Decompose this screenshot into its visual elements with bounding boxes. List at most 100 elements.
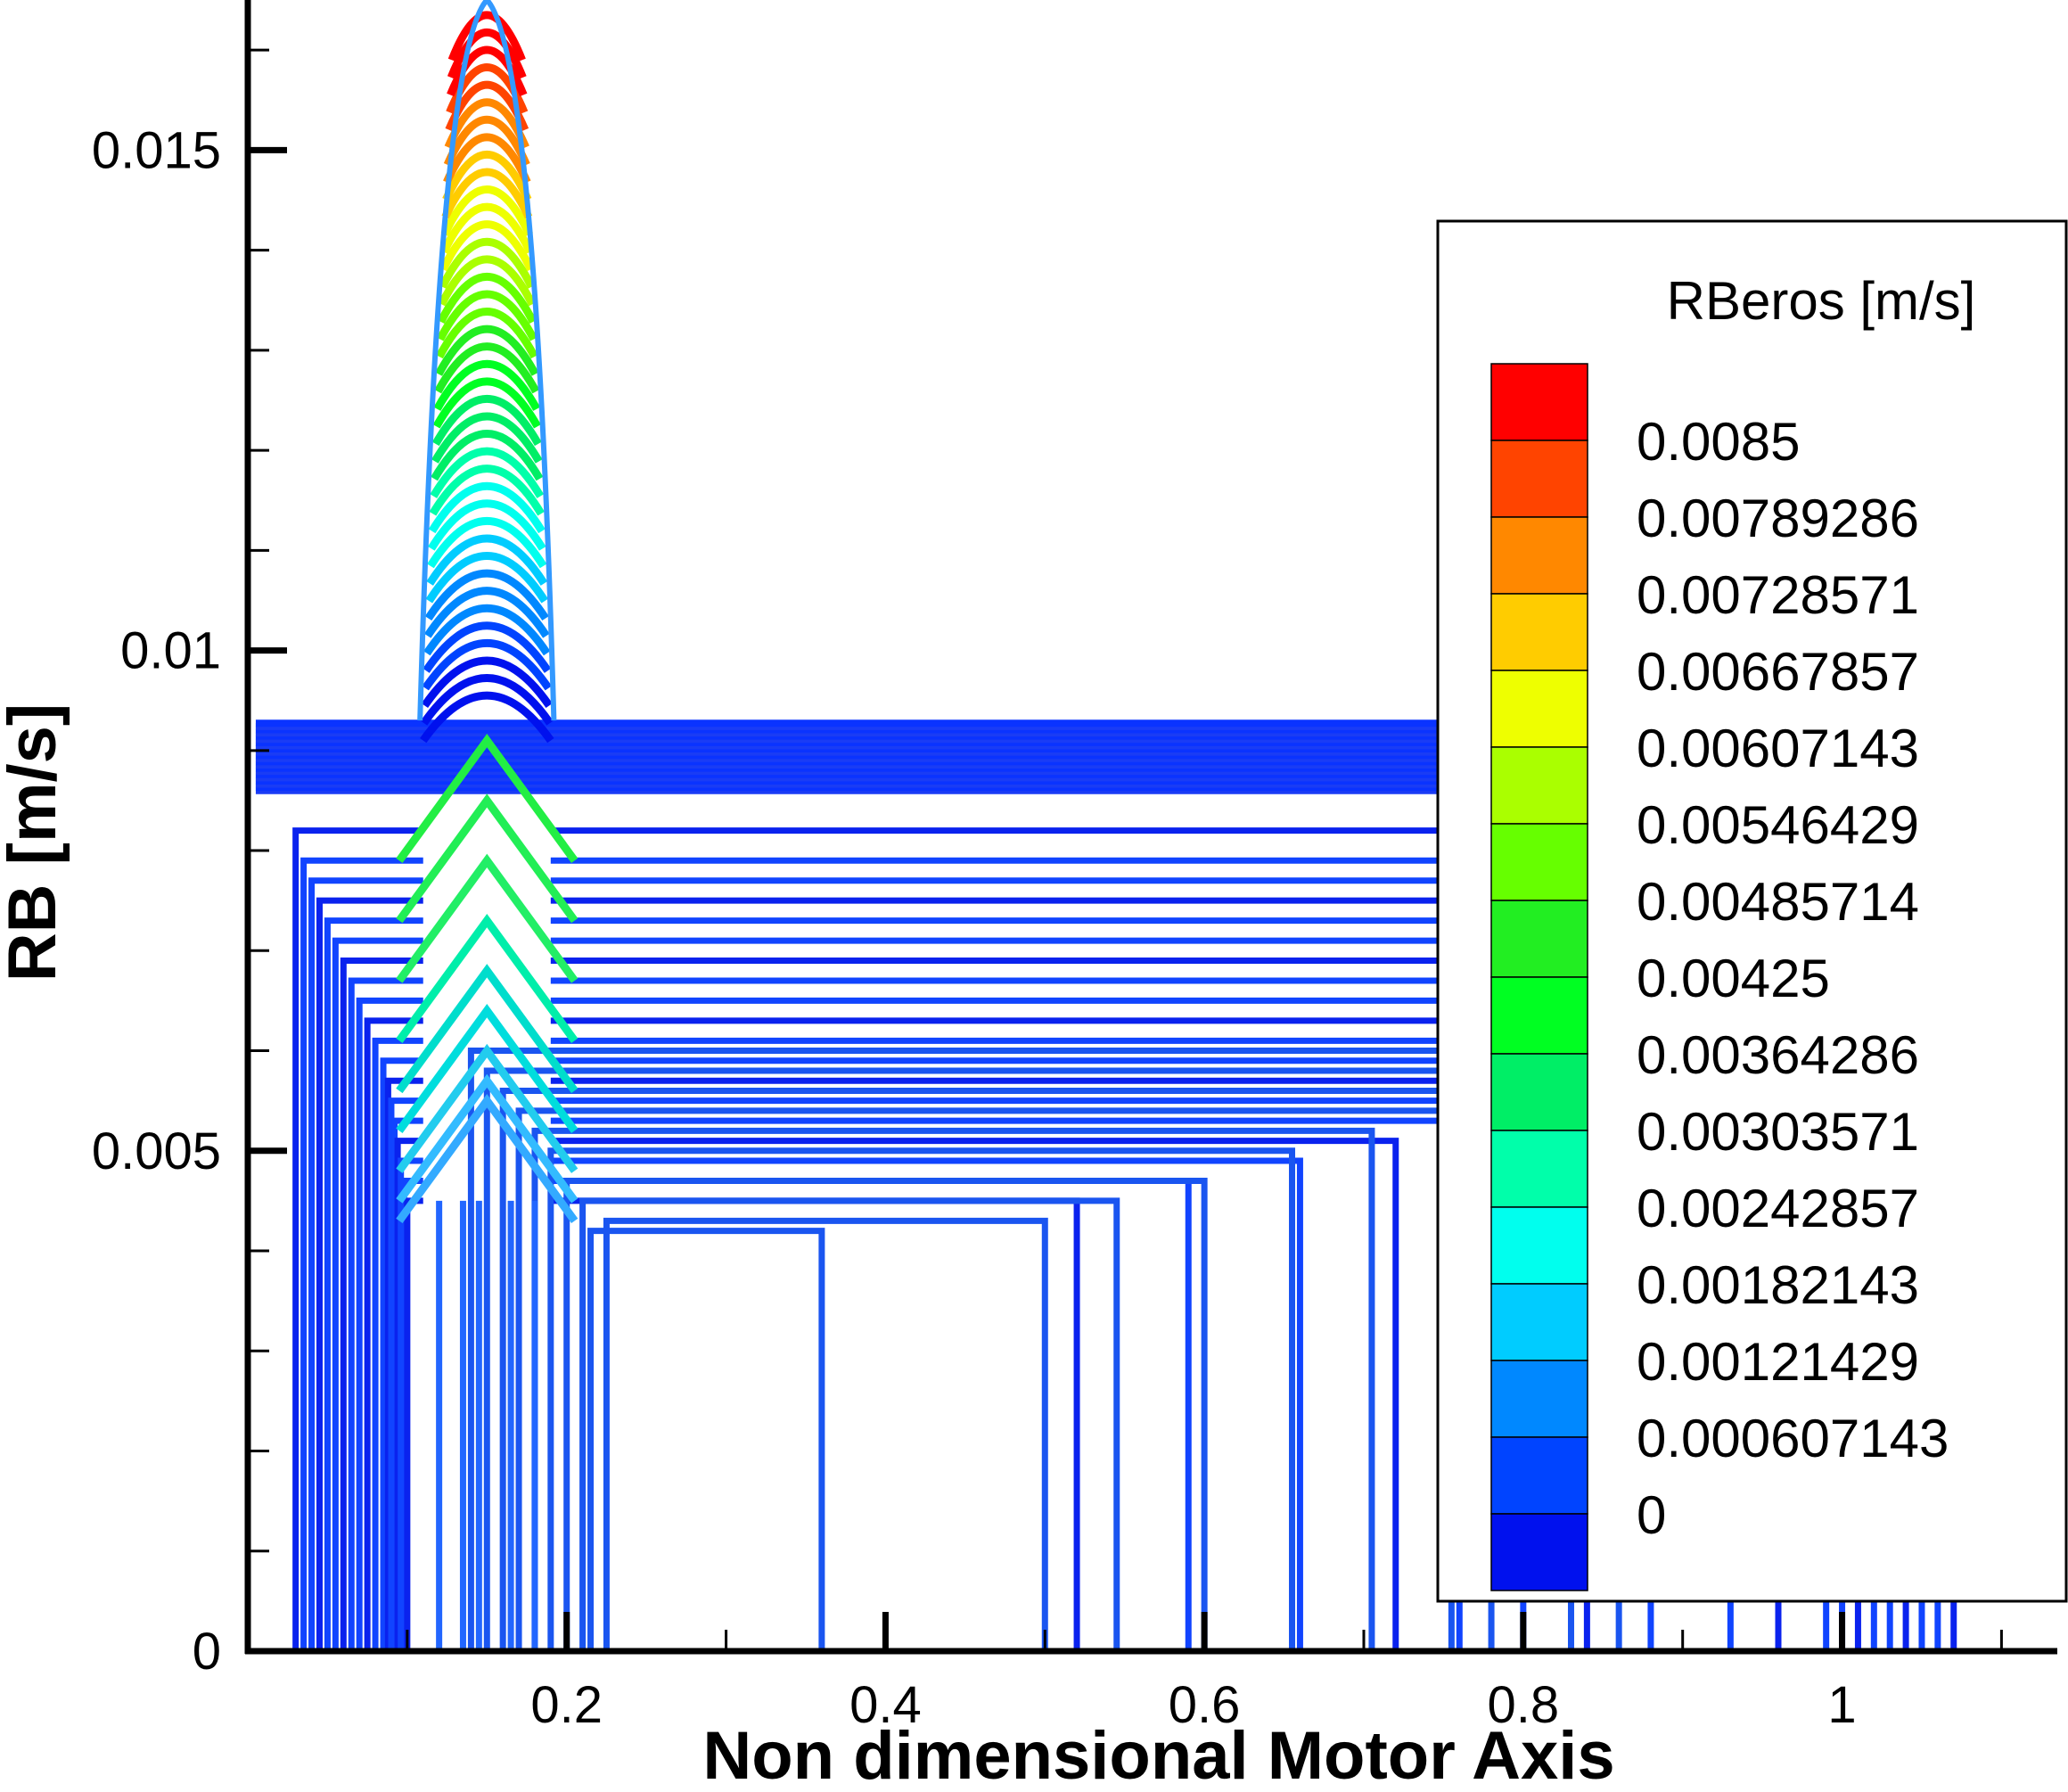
- legend-swatch: [1490, 363, 1588, 441]
- y-tick-label: 0.01: [120, 622, 221, 680]
- legend-swatch: [1490, 593, 1588, 671]
- legend-level-label: 0.00425: [1637, 949, 1830, 1008]
- step-curve: [547, 1147, 1295, 1651]
- lower-chevron: [396, 1004, 579, 1133]
- legend-level-label: 0.00667857: [1637, 642, 1919, 702]
- peak-chevron: [427, 499, 546, 551]
- legend-level-label: 0.00182143: [1637, 1255, 1919, 1315]
- step-curve: [499, 1087, 1495, 1651]
- peak-chevron: [447, 11, 526, 62]
- peak-chevron: [438, 255, 537, 307]
- peak-chevron: [444, 98, 529, 149]
- peak-chevron: [432, 377, 541, 429]
- x-tick-label: 0.6: [1169, 1676, 1241, 1734]
- legend-swatch: [1490, 1206, 1588, 1285]
- step-curve: [531, 1127, 1375, 1651]
- legend-swatch: [1490, 823, 1588, 901]
- y-tick-label: 0.015: [92, 121, 221, 179]
- step-curve: [603, 1217, 1048, 1651]
- peak-chevron: [426, 534, 548, 586]
- peak-chevron: [431, 412, 543, 464]
- legend-level-label: 0.00364286: [1637, 1025, 1919, 1085]
- plateau-curve: [404, 1197, 1080, 1651]
- peak-chevron: [441, 168, 533, 219]
- axes-group: [244, 0, 2057, 1655]
- legend-level-label: 0.000607143: [1637, 1409, 1949, 1468]
- peak-chevron: [439, 237, 536, 289]
- peak-chevron: [423, 587, 550, 638]
- plateau-curve: [394, 1138, 1399, 1651]
- peak-chevron: [422, 639, 553, 691]
- peak-chevron: [433, 359, 541, 411]
- peak-chevron: [425, 552, 549, 604]
- peak-outline: [417, 0, 557, 721]
- lower-chevron: [396, 733, 579, 863]
- peak-chevron: [427, 517, 547, 569]
- legend-level-label: 0.00303571: [1637, 1102, 1919, 1162]
- legend-swatch: [1490, 1436, 1588, 1515]
- legend-swatch: [1490, 976, 1588, 1055]
- peak-chevron: [436, 290, 538, 341]
- peak-chevron: [447, 28, 527, 79]
- y-tick-label: 0.005: [92, 1122, 221, 1180]
- peak-chevron: [443, 133, 531, 185]
- x-tick-label: 1: [1827, 1676, 1856, 1734]
- peak-chevron: [420, 691, 554, 744]
- legend-level-label: 0.00789286: [1637, 489, 1919, 548]
- legend-level-label: 0.0085: [1637, 412, 1801, 472]
- legend-level-label: 0.00546429: [1637, 795, 1919, 855]
- step-curve: [563, 1177, 1208, 1651]
- legend-swatch: [1490, 1053, 1588, 1131]
- peak-chevron: [447, 45, 528, 97]
- legend-swatch: [1490, 516, 1588, 595]
- legend-swatch: [1490, 900, 1588, 978]
- legend: RBeros [m/s] 0.0085 0.00789286 0.00728571 0.…: [1436, 219, 2068, 1603]
- y-tick-label: 0: [193, 1623, 221, 1681]
- peak-chevron: [437, 272, 538, 324]
- step-curve: [515, 1107, 1455, 1651]
- legend-level-label: 0.00121429: [1637, 1332, 1919, 1392]
- peak-chevron: [443, 115, 530, 167]
- peak-chevron: [424, 569, 549, 621]
- legend-level-label: 0.00485714: [1637, 872, 1919, 932]
- peak-chevron: [430, 447, 545, 498]
- peak-chevron: [429, 464, 545, 516]
- peak-chevron: [434, 342, 540, 394]
- legend-swatch: [1490, 670, 1588, 748]
- step-curve: [587, 1228, 825, 1651]
- lower-chevron: [396, 1094, 579, 1224]
- legend-level-label: 0.00242857: [1637, 1179, 1919, 1238]
- x-tick-label: 0.8: [1488, 1676, 1560, 1734]
- x-axis-title: Non dimensional Motor Axis: [702, 1718, 1614, 1792]
- peak-chevron: [435, 325, 539, 376]
- peak-chevron: [431, 430, 544, 481]
- legend-swatch: [1490, 1360, 1588, 1438]
- legend-swatch: [1490, 1513, 1588, 1591]
- x-tick-label: 0.4: [849, 1676, 922, 1734]
- y-axis-title: RB [m/s]: [0, 703, 70, 982]
- peak-chevron: [431, 394, 542, 447]
- legend-level-label: 0: [1637, 1485, 1666, 1545]
- lower-chevron: [396, 964, 579, 1094]
- legend-level-label: 0.00607143: [1637, 719, 1919, 778]
- lower-chevron: [396, 853, 579, 983]
- peak-chevron: [421, 656, 553, 709]
- peak-chevron: [435, 308, 538, 359]
- ticks-group: 0 0.005 0.01 0.015 0.2 0.4 0.6 0.8 1: [92, 48, 2003, 1734]
- legend-swatch: [1490, 440, 1588, 518]
- legend-swatch: [1490, 1130, 1588, 1208]
- step-curve: [579, 1197, 1120, 1651]
- peak-chevron: [439, 220, 535, 272]
- x-tick-label: 0.2: [530, 1676, 603, 1734]
- lower-chevron: [396, 914, 579, 1043]
- peak-chevron: [423, 621, 552, 673]
- peak-chevron: [439, 202, 534, 254]
- legend-level-label: 0.00728571: [1637, 565, 1919, 625]
- legend-swatch: [1490, 1283, 1588, 1361]
- legend-swatch: [1490, 746, 1588, 825]
- peak-chevron: [442, 150, 532, 201]
- lower-chevron: [396, 1073, 579, 1204]
- peak-chevron: [420, 674, 554, 726]
- lower-chevron: [396, 1043, 579, 1173]
